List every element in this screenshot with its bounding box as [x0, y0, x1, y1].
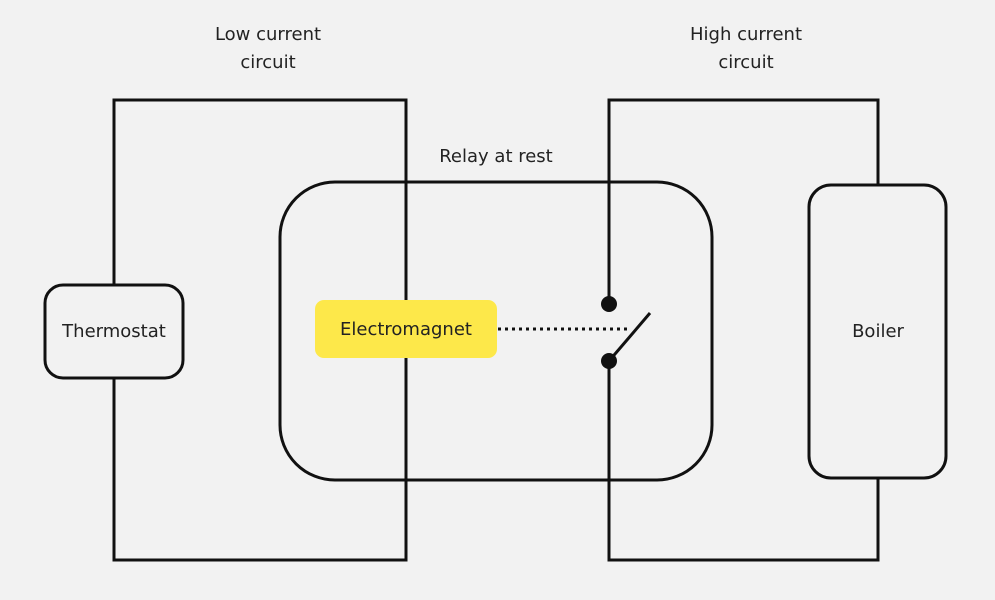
node-label: Electromagnet: [340, 319, 472, 340]
node-label: Thermostat: [61, 321, 166, 342]
contact: [601, 353, 617, 369]
circuit-label: Low current circuit: [215, 24, 321, 73]
text-line: circuit: [718, 52, 773, 73]
node-box: [43, 283, 185, 380]
relay-box: [278, 180, 714, 482]
relay-label: Relay at rest: [439, 146, 553, 167]
text-line: Low current: [215, 24, 321, 45]
node-box: [807, 183, 948, 480]
switch-arm: [607, 312, 652, 362]
circuit-label: High current circuit: [690, 24, 802, 73]
wire: [607, 361, 880, 562]
contact: [601, 296, 617, 312]
node-box: [315, 300, 497, 358]
wire: [607, 98, 880, 304]
text-line: circuit: [240, 52, 295, 73]
node-label: Boiler: [852, 321, 904, 342]
text-line: High current: [690, 24, 802, 45]
